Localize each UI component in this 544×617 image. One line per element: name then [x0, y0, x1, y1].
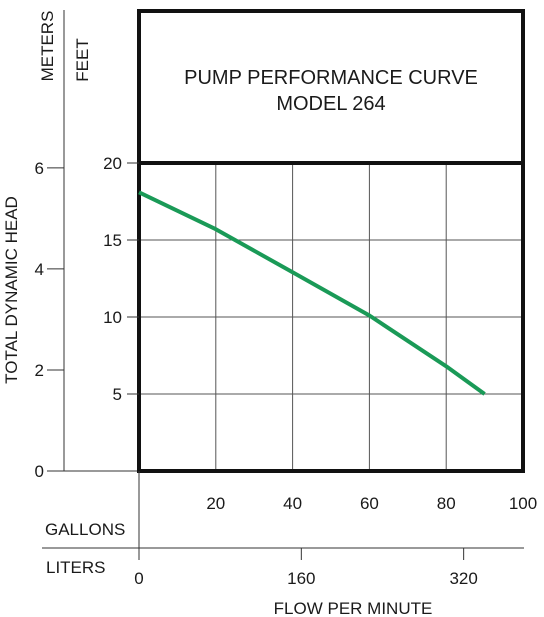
y-axis-title: TOTAL DYNAMIC HEAD [2, 196, 21, 384]
chart-title: PUMP PERFORMANCE CURVE [184, 67, 478, 89]
chart-subtitle: MODEL 264 [276, 93, 385, 115]
gallons-unit-label: GALLONS [45, 520, 125, 539]
gallons-tick-label: 40 [283, 494, 302, 513]
feet-unit-label: FEET [73, 38, 92, 81]
feet-tick-label: 15 [103, 231, 122, 250]
meters-unit-label: METERS [38, 11, 57, 82]
liters-tick-label: 160 [287, 569, 315, 588]
gridlines [139, 163, 523, 471]
gallon-ticks: 20 40 60 80 100 [206, 494, 537, 513]
performance-curve [138, 190, 486, 396]
feet-tick-label: 5 [113, 385, 122, 404]
meter-ticks: 0 2 4 6 [35, 159, 64, 481]
gallons-tick-label: 100 [509, 494, 537, 513]
liters-tick-label: 320 [449, 569, 477, 588]
meter-tick-label: 4 [35, 260, 44, 279]
liters-tick-label: 0 [134, 569, 143, 588]
liter-ticks: 0 160 320 [134, 548, 478, 588]
meter-tick-label: 0 [35, 462, 44, 481]
gallons-tick-label: 80 [437, 494, 456, 513]
gallons-tick-label: 20 [206, 494, 225, 513]
x-axis-title: FLOW PER MINUTE [274, 599, 433, 617]
feet-tick-label: 10 [103, 308, 122, 327]
gallons-tick-label: 60 [360, 494, 379, 513]
meter-tick-label: 2 [35, 361, 44, 380]
meter-tick-label: 6 [35, 159, 44, 178]
feet-ticks: 5 10 15 20 [103, 154, 139, 404]
feet-tick-label: 20 [103, 154, 122, 173]
liters-unit-label: LITERS [46, 558, 106, 577]
